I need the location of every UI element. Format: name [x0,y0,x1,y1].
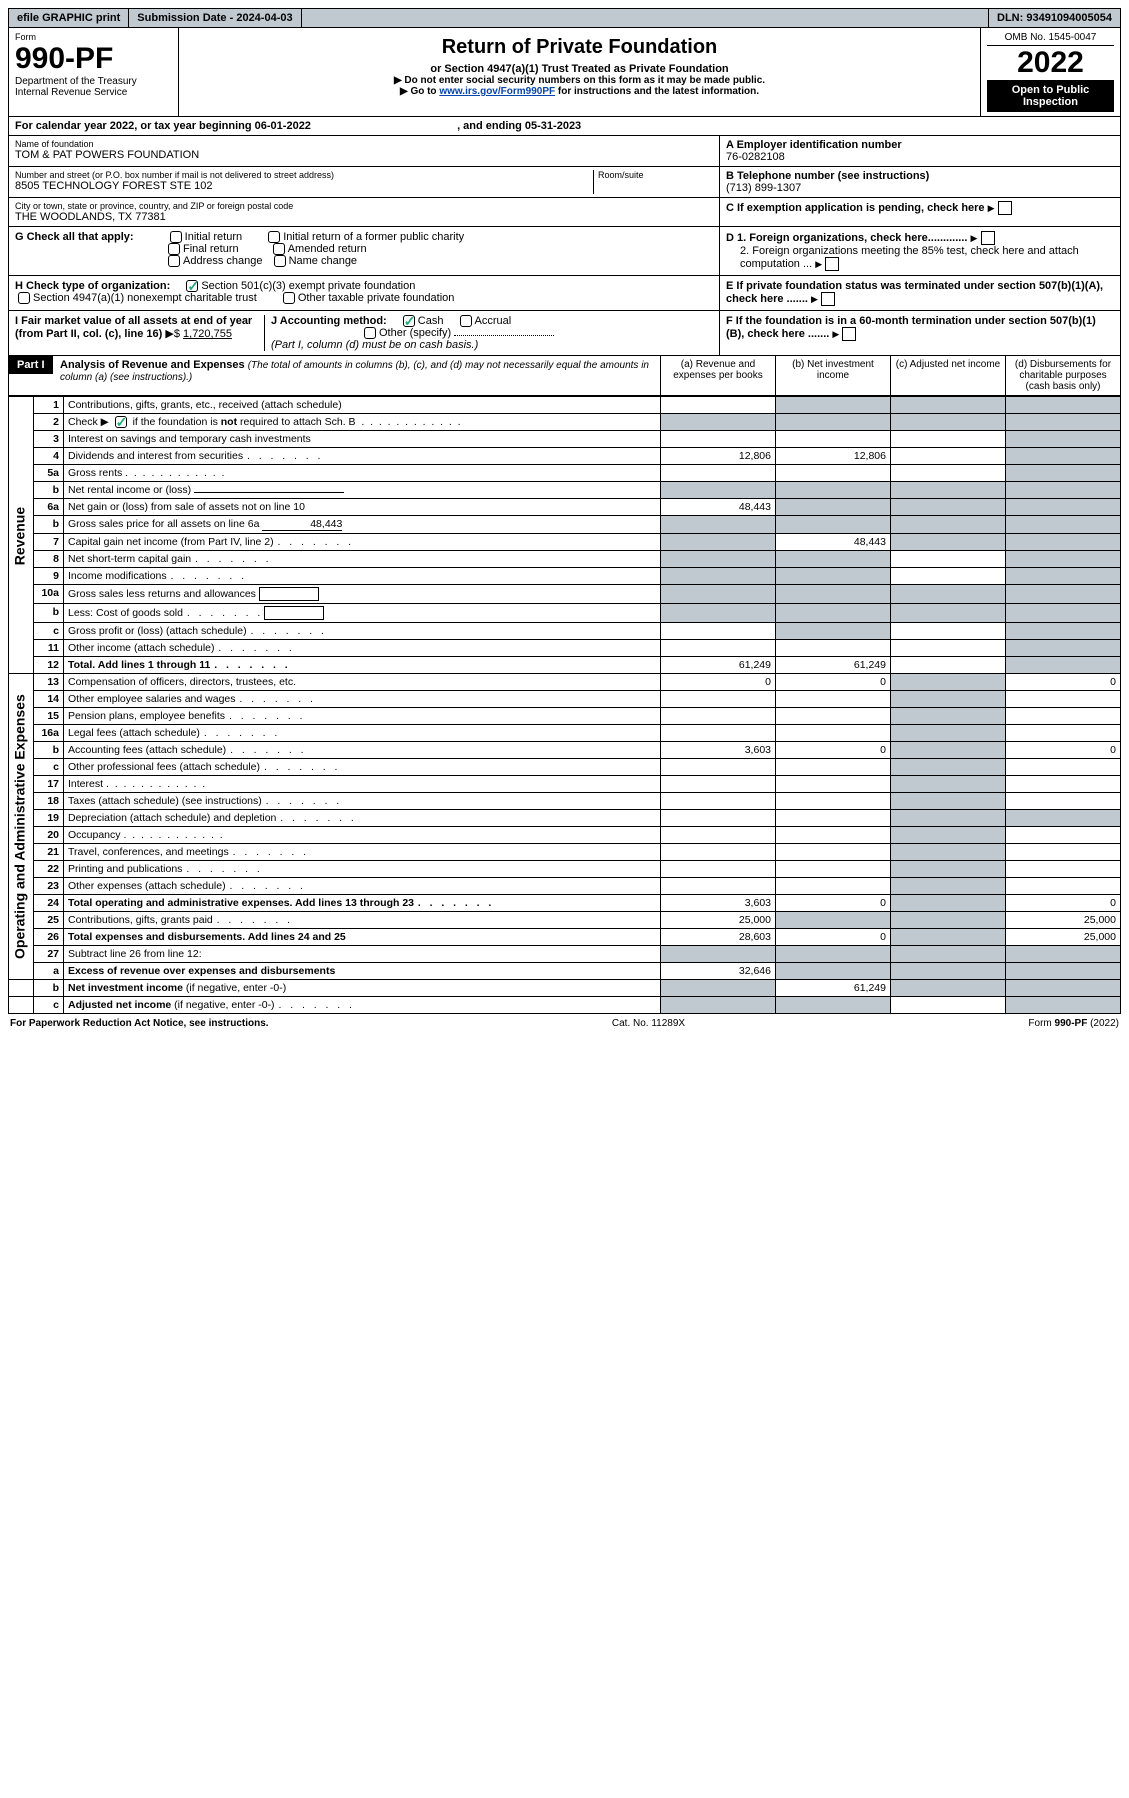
form-label: Form [15,32,172,42]
h-label: H Check type of organization: [15,280,170,292]
omb-number: OMB No. 1545-0047 [987,32,1114,46]
col-b-hdr: (b) Net investment income [775,356,890,395]
room-label: Room/suite [598,170,713,180]
j-note: (Part I, column (d) must be on cash basi… [271,339,478,351]
instr-1: ▶ Do not enter social security numbers o… [193,75,966,86]
c-label: C If exemption application is pending, c… [726,202,985,214]
d1-cb[interactable] [981,231,995,245]
efile-label[interactable]: efile GRAPHIC print [9,9,128,27]
h-e-row: H Check type of organization: Section 50… [8,276,1121,311]
addr-change-cb[interactable] [168,255,180,267]
d2-label: 2. Foreign organizations meeting the 85%… [740,245,1079,270]
revenue-expense-table: Revenue 1Contributions, gifts, grants, e… [8,396,1121,1014]
final-return-cb[interactable] [168,243,180,255]
form-header: Form 990-PF Department of the Treasury I… [8,28,1121,117]
cash-cb[interactable] [403,315,415,327]
submission-date: Submission Date - 2024-04-03 [129,9,300,27]
instr-2: ▶ Go to www.irs.gov/Form990PF for instru… [193,86,966,97]
part1-header-row: Part I Analysis of Revenue and Expenses … [8,356,1121,396]
dln: DLN: 93491094005054 [989,9,1120,27]
calendar-year-row: For calendar year 2022, or tax year begi… [8,117,1121,136]
g-label: G Check all that apply: [15,231,134,243]
other-tax-cb[interactable] [283,292,295,304]
s4947-cb[interactable] [18,292,30,304]
top-bar: efile GRAPHIC print Submission Date - 20… [8,8,1121,28]
amended-cb[interactable] [273,243,285,255]
foundation-name: TOM & PAT POWERS FOUNDATION [15,149,713,161]
form-subtitle: or Section 4947(a)(1) Trust Treated as P… [193,63,966,75]
footer-mid: Cat. No. 11289X [612,1018,685,1029]
irs-label: Internal Revenue Service [15,87,172,98]
d1-label: D 1. Foreign organizations, check here..… [726,232,967,244]
arrow-icon [988,202,995,214]
phone-value: (713) 899-1307 [726,182,1114,194]
form-number: 990-PF [15,42,172,76]
g-d-row: G Check all that apply: Initial return I… [8,227,1121,276]
city-value: THE WOODLANDS, TX 77381 [15,211,713,223]
s501-cb[interactable] [186,280,198,292]
d2-cb[interactable] [825,257,839,271]
col-d-hdr: (d) Disbursements for charitable purpose… [1005,356,1120,395]
i-j-f-row: I Fair market value of all assets at end… [8,311,1121,356]
ein-label: A Employer identification number [726,139,1114,151]
initial-former-cb[interactable] [268,231,280,243]
e-label: E If private foundation status was termi… [726,280,1103,305]
phone-label: B Telephone number (see instructions) [726,170,1114,182]
j-label: J Accounting method: [271,315,387,327]
dept-treasury: Department of the Treasury [15,76,172,87]
footer-left: For Paperwork Reduction Act Notice, see … [10,1018,269,1029]
addr-label: Number and street (or P.O. box number if… [15,170,593,180]
addr-phone-row: Number and street (or P.O. box number if… [8,167,1121,198]
open-public: Open to Public Inspection [987,80,1114,112]
schb-cb[interactable] [115,416,127,428]
col-c-hdr: (c) Adjusted net income [890,356,1005,395]
c-checkbox[interactable] [998,201,1012,215]
ein-value: 76-0282108 [726,151,1114,163]
name-ein-row: Name of foundation TOM & PAT POWERS FOUN… [8,136,1121,167]
e-cb[interactable] [821,292,835,306]
city-c-row: City or town, state or province, country… [8,198,1121,227]
page-footer: For Paperwork Reduction Act Notice, see … [8,1014,1121,1033]
tax-year: 2022 [987,46,1114,80]
initial-return-cb[interactable] [170,231,182,243]
f-cb[interactable] [842,327,856,341]
i-value: 1,720,755 [183,328,232,340]
col-a-hdr: (a) Revenue and expenses per books [660,356,775,395]
accrual-cb[interactable] [460,315,472,327]
footer-right: Form 990-PF (2022) [1028,1018,1119,1029]
part1-title: Analysis of Revenue and Expenses [60,359,248,371]
part1-label: Part I [9,356,53,374]
revenue-sidebar: Revenue [9,397,34,674]
addr-value: 8505 TECHNOLOGY FOREST STE 102 [15,180,593,192]
spacer [302,9,988,27]
irs-link[interactable]: www.irs.gov/Form990PF [439,86,555,97]
name-change-cb[interactable] [274,255,286,267]
city-label: City or town, state or province, country… [15,201,713,211]
other-spec-cb[interactable] [364,327,376,339]
name-label: Name of foundation [15,139,713,149]
form-title: Return of Private Foundation [193,36,966,59]
expenses-sidebar: Operating and Administrative Expenses [9,674,34,980]
f-label: F If the foundation is in a 60-month ter… [726,315,1096,340]
